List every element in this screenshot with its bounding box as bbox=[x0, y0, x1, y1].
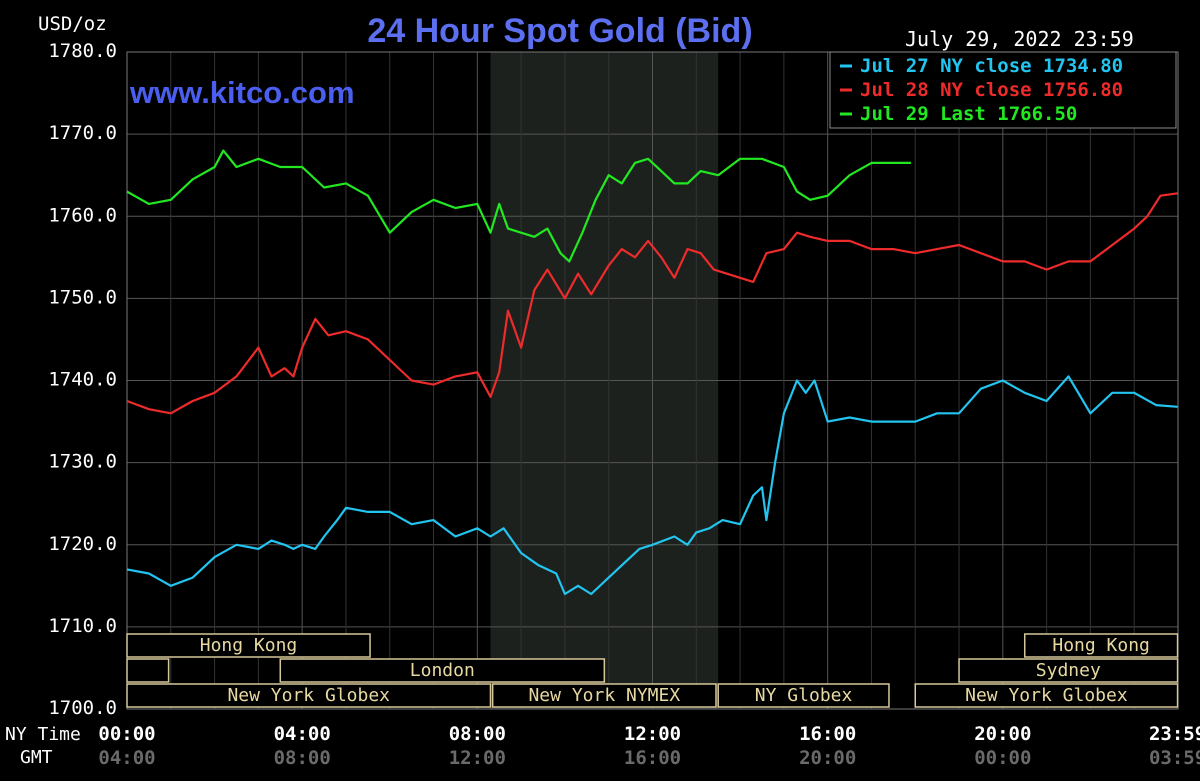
session-bar-box bbox=[126, 658, 170, 683]
gmt-tick-label: 16:00 bbox=[624, 747, 681, 769]
y-tick-label: 1780.0 bbox=[48, 40, 117, 62]
legend-box bbox=[829, 51, 1177, 129]
session-bar-label: New York Globex bbox=[227, 685, 390, 706]
session-bar-box bbox=[126, 683, 492, 708]
plot-frame bbox=[126, 51, 1179, 710]
session-bar bbox=[126, 658, 170, 683]
session-bar: NY Globex bbox=[717, 683, 890, 708]
session-bar-label: New York Globex bbox=[965, 685, 1128, 706]
y-tick-label: 1740.0 bbox=[48, 369, 117, 391]
gmt-tick-label: 12:00 bbox=[449, 747, 506, 769]
gmt-axis-label: GMT bbox=[20, 747, 53, 768]
ny-time-tick-label: 08:00 bbox=[449, 723, 506, 745]
series-lines bbox=[126, 149, 1178, 596]
session-bar-label: Hong Kong bbox=[200, 635, 298, 656]
session-bar: New York Globex bbox=[914, 683, 1179, 708]
legend-entry: Jul 27 NY close 1734.80 bbox=[860, 55, 1123, 77]
gmt-tick-label: 08:00 bbox=[274, 747, 331, 769]
session-bar-label: London bbox=[410, 660, 475, 681]
session-bar-label: Sydney bbox=[1036, 660, 1101, 681]
y-tick-label: 1720.0 bbox=[48, 533, 117, 555]
ny-time-tick-label: 16:00 bbox=[799, 723, 856, 745]
session-bar-box bbox=[914, 683, 1179, 708]
legend-entry: Jul 28 NY close 1756.80 bbox=[860, 79, 1123, 101]
grid-lines bbox=[126, 51, 1179, 710]
session-bar-box bbox=[717, 683, 890, 708]
session-bar: Hong Kong bbox=[126, 633, 371, 658]
ny-time-tick-label: 00:00 bbox=[98, 723, 155, 745]
timestamp: July 29, 2022 23:59 bbox=[905, 27, 1134, 51]
y-tick-label: 1710.0 bbox=[48, 615, 117, 637]
session-bar-box bbox=[126, 633, 371, 658]
y-tick-label: 1700.0 bbox=[48, 697, 117, 719]
session-bar-box bbox=[1023, 633, 1179, 658]
series-line-3 bbox=[126, 149, 911, 263]
ny-time-tick-label: 12:00 bbox=[624, 723, 681, 745]
gmt-tick-label: 20:00 bbox=[799, 747, 856, 769]
plot-border bbox=[126, 51, 1179, 710]
series-line-2 bbox=[126, 192, 1178, 415]
ny-time-tick-label: 20:00 bbox=[974, 723, 1031, 745]
session-bar-label: New York NYMEX bbox=[528, 685, 680, 706]
session-bar: Sydney bbox=[958, 658, 1179, 683]
watermark-url: www.kitco.com bbox=[129, 75, 355, 110]
session-bar-label: Hong Kong bbox=[1052, 635, 1150, 656]
series-line-1 bbox=[126, 375, 1178, 596]
y-tick-label: 1730.0 bbox=[48, 451, 117, 473]
session-bar-box bbox=[958, 658, 1179, 683]
gmt-tick-label: 04:00 bbox=[98, 747, 155, 769]
gmt-tick-label: 03:59 bbox=[1149, 747, 1200, 769]
ny-time-tick-label: 04:00 bbox=[274, 723, 331, 745]
session-bar: New York NYMEX bbox=[491, 683, 717, 708]
chart-title: 24 Hour Spot Gold (Bid) bbox=[367, 12, 752, 50]
legend-entry: Jul 29 Last 1766.50 bbox=[860, 103, 1077, 125]
y-axis-unit-label: USD/oz bbox=[38, 13, 107, 35]
session-bar: New York Globex bbox=[126, 683, 492, 708]
session-bar: London bbox=[279, 658, 606, 683]
ny-time-tick-label: 23:59 bbox=[1149, 723, 1200, 745]
y-tick-label: 1760.0 bbox=[48, 204, 117, 226]
gmt-tick-label: 00:00 bbox=[974, 747, 1031, 769]
y-tick-label: 1750.0 bbox=[48, 286, 117, 308]
session-bar-box bbox=[491, 683, 717, 708]
y-tick-label: 1770.0 bbox=[48, 122, 117, 144]
session-bar-label: NY Globex bbox=[755, 685, 853, 706]
session-bars: Hong Kong London New York Globex New York N… bbox=[126, 633, 1179, 708]
y-axis: 1780.0 1770.0 1760.0 1750.0 1740.0 1730.0 1720… bbox=[48, 40, 117, 719]
session-bar-box bbox=[279, 658, 606, 683]
session-bar: Hong Kong bbox=[1023, 633, 1179, 658]
ny-time-axis-label: NY Time bbox=[5, 724, 81, 745]
